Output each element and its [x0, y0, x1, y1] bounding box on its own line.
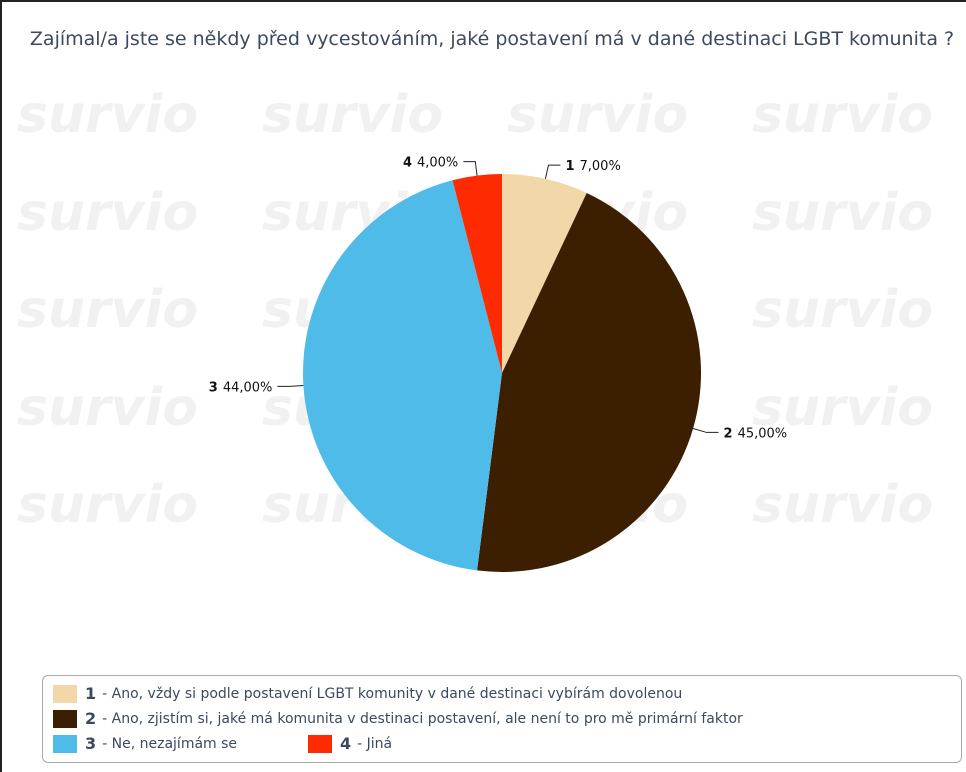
legend: 1 - Ano, vždy si podle postavení LGBT kom… [42, 675, 962, 763]
watermark: survio [752, 85, 933, 145]
data-label-value: 45,00% [738, 426, 788, 441]
legend-text: - Ano, vždy si podle postavení LGBT komu… [102, 685, 683, 702]
pie-slice [477, 192, 702, 572]
watermark: survio [262, 85, 443, 145]
legend-key: 2 [85, 709, 97, 728]
pie-slice [502, 174, 587, 373]
data-label: 4 4,00% [403, 156, 458, 171]
legend-text: - Ano, zjistím si, jaké má komunita v de… [102, 710, 743, 727]
legend-key: 1 [85, 684, 97, 703]
data-label-key: 4 [403, 156, 412, 171]
watermark: survio [752, 280, 933, 340]
watermark: survio [752, 378, 933, 438]
data-label-key: 3 [209, 380, 218, 395]
watermark: survio [752, 183, 933, 243]
data-label-value: 7,00% [580, 159, 621, 174]
watermark: survio [17, 280, 198, 340]
legend-text: - Jiná [357, 735, 393, 752]
chart-title: Zajímal/a jste se někdy před vycestování… [29, 28, 955, 50]
data-label: 3 44,00% [209, 380, 273, 395]
leader-line [277, 384, 304, 387]
legend-swatch [53, 734, 77, 753]
legend-item: 4 - Jiná [308, 734, 392, 753]
data-label-key: 2 [724, 426, 733, 441]
legend-swatch [308, 734, 332, 753]
legend-item: 1 - Ano, vždy si podle postavení LGBT kom… [53, 684, 682, 703]
watermark: survio [17, 475, 198, 535]
pie-slice [452, 174, 502, 373]
watermark: survio [752, 475, 933, 535]
leader-line [544, 164, 561, 179]
data-label: 1 7,00% [565, 159, 620, 174]
data-label-value: 44,00% [223, 380, 273, 395]
legend-key: 3 [85, 734, 97, 753]
watermark: survio [507, 85, 688, 145]
legend-item: 2 - Ano, zjistím si, jaké má komunita v d… [53, 709, 743, 728]
pie-slice [302, 180, 502, 571]
data-label-value: 4,00% [417, 156, 458, 171]
legend-text: - Ne, nezajímám se [102, 735, 238, 752]
leader-line [692, 428, 719, 433]
legend-swatch [53, 684, 77, 703]
leader-line [463, 161, 478, 176]
legend-swatch [53, 709, 77, 728]
watermark: survio [17, 378, 198, 438]
data-label: 2 45,00% [724, 426, 788, 441]
watermark: survio [17, 85, 198, 145]
legend-item: 3 - Ne, nezajímám se [53, 734, 237, 753]
legend-key: 4 [340, 734, 352, 753]
watermark: survio [17, 183, 198, 243]
data-label-key: 1 [565, 159, 574, 174]
